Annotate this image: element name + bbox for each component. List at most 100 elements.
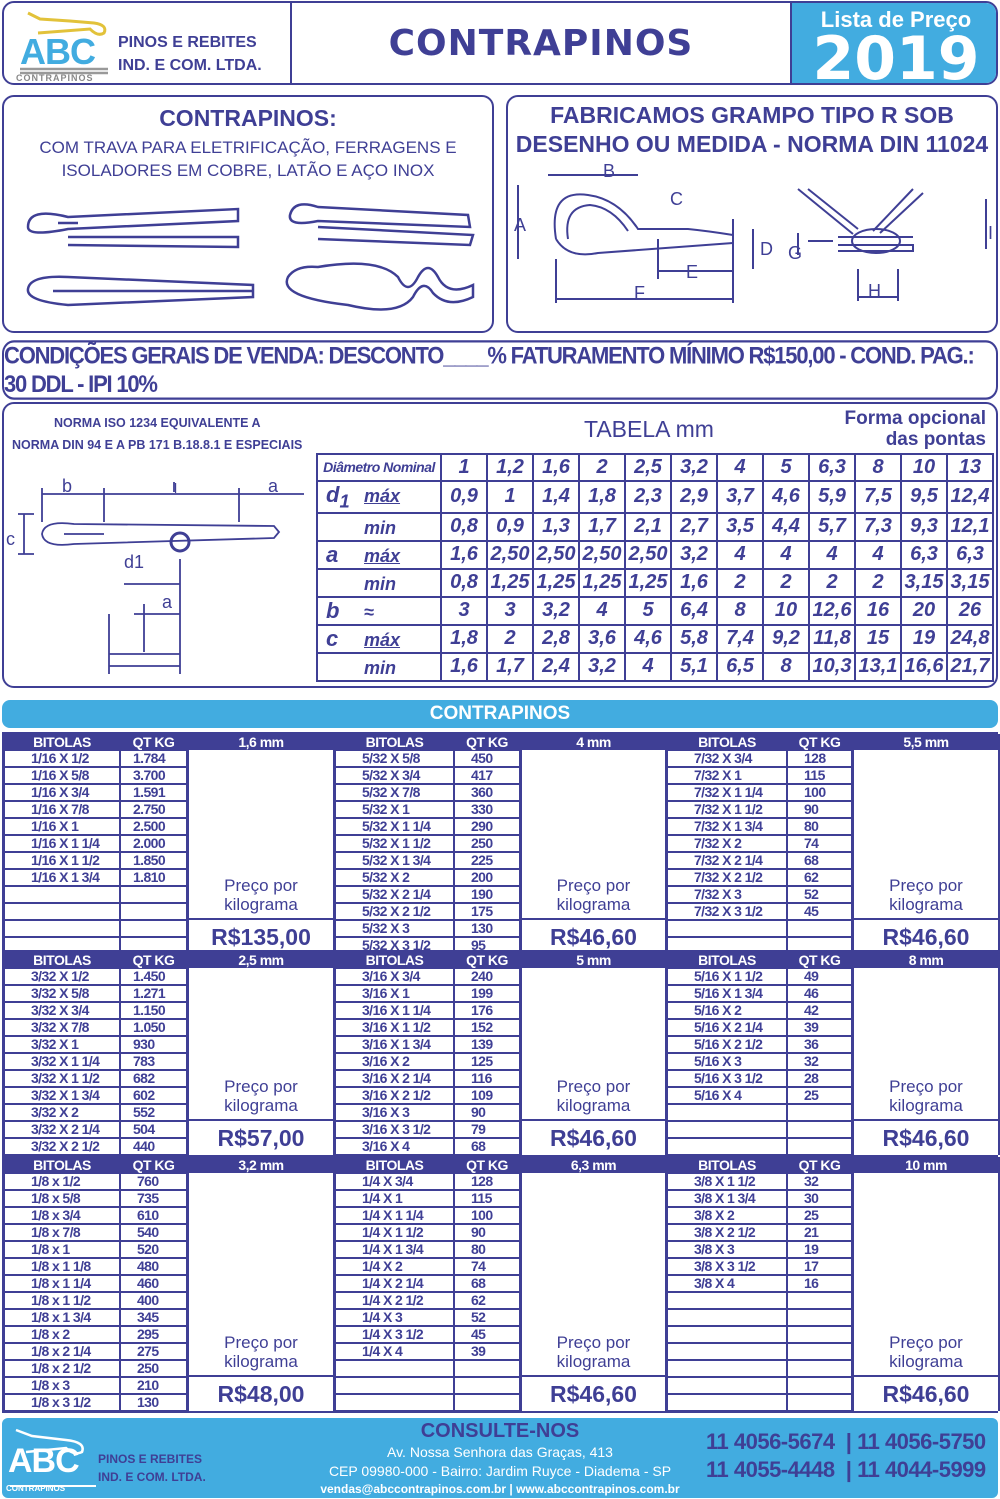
dim-row: min 0,8 0,9 1,3 1,7 2,1 2,7 3,5 4,4 5,7 7,3 9,3 12,1 [316,511,994,542]
qt-cell: 62 [787,869,852,886]
dim-value: 12,1 [946,511,994,542]
qt-cell: 25 [787,1207,852,1224]
qt-cell: 240 [454,968,520,985]
dim-value: 4,4 [762,511,810,542]
size-header: 5 mm [522,952,665,968]
dim-row-label: min [316,511,442,542]
dim-header-label: Diâmetro Nominal [316,453,442,482]
price-body: Preço por kilograma R$46,60 [854,750,998,954]
bitola-cell: 3/32 X 2 [4,1104,120,1121]
bitola-cell: 1/4 X 3 [335,1309,454,1326]
qt-cell: 62 [454,1292,520,1309]
dim-value: 2,50 [624,539,672,570]
bitola-cell: 5/32 X 2 [335,869,454,886]
bitola-cell: 7/32 X 1 3/4 [667,818,787,835]
qt-cell: 45 [787,903,852,920]
cotter-pin-dimension-diagram-icon [18,482,304,674]
bitola-cell: 5/16 X 3 [667,1053,787,1070]
qt-cell: 400 [120,1292,187,1309]
bitola-cell: 3/8 X 3 [667,1241,787,1258]
qt-header: QT KG [454,734,520,750]
qt-column: QT KG 450 417 360 330 290 250 225 200 190 175 130 95 [454,734,520,954]
dim-value: 3,2 [578,651,626,682]
bitola-cell: 3/32 X 1 1/2 [4,1070,120,1087]
bitolas-header: BITOLAS [4,734,120,750]
price-column: 6,3 mm Preço por kilograma R$46,60 [520,1157,667,1411]
price-label: Preço por kilograma [556,1333,631,1371]
dim-value: 3,5 [716,511,764,542]
bitola-cell: 1/4 X 2 [335,1258,454,1275]
bitola-cell: 5/16 X 1 3/4 [667,985,787,1002]
qt-cell: 68 [787,852,852,869]
dim-value: 24,8 [946,623,994,654]
qt-header: QT KG [454,1157,520,1173]
price-body: Preço por kilograma R$46,60 [522,1173,665,1411]
qt-cell: 79 [454,1121,520,1138]
bitola-cell: 5/32 X 1 [335,801,454,818]
dim-value: 2 [762,567,810,598]
website-link[interactable]: www.abccontrapinos.com.br [516,1482,680,1496]
bitola-cell: 1/16 X 1/2 [4,750,120,767]
qt-cell: 552 [120,1104,187,1121]
bitola-cell [4,920,120,937]
bitola-cell: 3/16 X 1 [335,985,454,1002]
dim-value: 1,8 [578,479,626,514]
bitola-cell: 1/8 x 3 [4,1377,120,1394]
qt-cell: 100 [454,1207,520,1224]
qt-cell: 290 [454,818,520,835]
size-header: 3,2 mm [189,1157,333,1173]
qt-cell: 90 [454,1104,520,1121]
price-label: Preço por kilograma [224,1077,298,1115]
dim-value: 2 [716,567,764,598]
price-value: R$57,00 [189,1119,333,1155]
qt-header: QT KG [120,734,187,750]
qt-cell [454,1360,520,1377]
bitola-cell: 1/8 x 1 1/8 [4,1258,120,1275]
qt-cell: 52 [787,886,852,903]
qt-cell: 210 [120,1377,187,1394]
nominal-diameter: 2,5 [624,453,672,482]
price-body: Preço por kilograma R$46,60 [522,750,665,954]
dim-symbol: d1 [326,481,350,511]
dim-value: 1 [486,479,534,514]
qt-cell: 504 [120,1121,187,1138]
bitola-cell: 3/32 X 7/8 [4,1019,120,1036]
qt-column: QT KG 49 46 42 39 36 32 28 25 [787,952,852,1155]
size-header: 10 mm [854,1157,998,1173]
sales-conditions: CONDIÇÕES GERAIS DE VENDA: DESCONTO____%… [2,340,998,400]
dim-value: 4,6 [624,623,672,654]
dim-value: 0,9 [440,479,488,514]
bitola-cell: 3/32 X 1 1/4 [4,1053,120,1070]
bitolas-column: BITOLAS 3/32 X 1/2 3/32 X 5/8 3/32 X 3/4 3/3… [4,952,120,1155]
dim-value: 6,5 [716,651,764,682]
bitola-cell: 1/4 X 1 1/4 [335,1207,454,1224]
bitola-cell: 7/32 X 2 [667,835,787,852]
bitola-cell: 3/8 X 2 1/2 [667,1224,787,1241]
price-column: 5 mm Preço por kilograma R$46,60 [520,952,667,1155]
qt-cell: 28 [787,1070,852,1087]
qt-cell [120,903,187,920]
dim-value: 1,7 [578,511,626,542]
size-header: 1,6 mm [189,734,333,750]
bitolas-header: BITOLAS [335,1157,454,1173]
qt-cell: 46 [787,985,852,1002]
nominal-diameter: 1,2 [486,453,534,482]
dim-value: 2 [808,567,856,598]
bitola-cell [4,886,120,903]
nominal-diameter: 10 [900,453,948,482]
dim-value: 2,1 [624,511,672,542]
intro-panel: CONTRAPINOS: COM TRAVA PARA ELETRIFICAÇÃ… [2,95,494,333]
qt-cell [787,1394,852,1411]
size-header: 5,5 mm [854,734,998,750]
bitola-cell [335,1394,454,1411]
dim-value: 2,50 [486,539,534,570]
qt-cell: 130 [120,1394,187,1411]
qt-cell: 32 [787,1053,852,1070]
bitola-cell: 3/32 X 5/8 [4,985,120,1002]
email-link[interactable]: vendas@abccontrapinos.com.br [320,1482,507,1496]
nominal-diameter: 1 [440,453,488,482]
qt-cell: 175 [454,903,520,920]
cep: CEP 09980-000 - Bairro: Jardim Ruyce - D… [328,1463,672,1479]
price-body: Preço por kilograma R$57,00 [189,968,333,1155]
bitola-cell: 7/32 X 1 1/4 [667,784,787,801]
